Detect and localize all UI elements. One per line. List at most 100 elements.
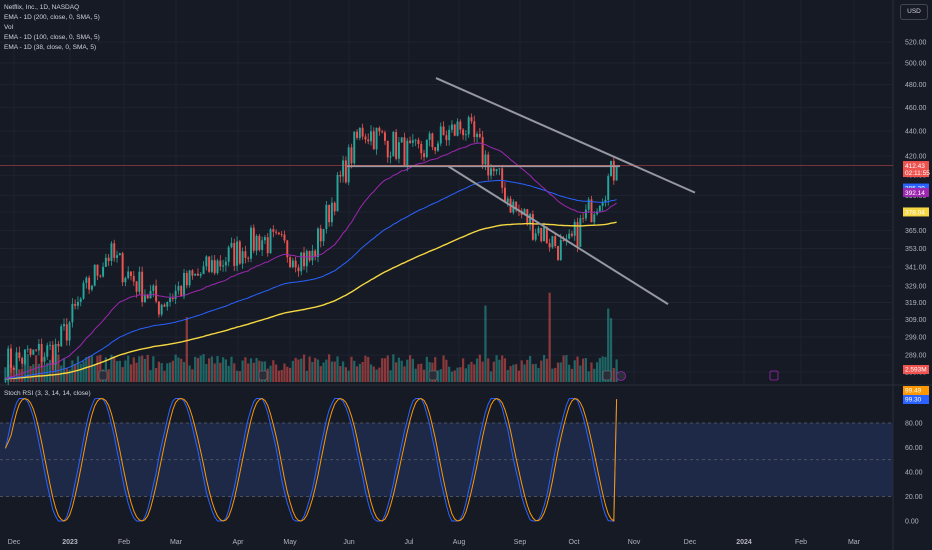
volume-bar [609,318,613,382]
candle-body [534,233,537,240]
candle-body [540,227,543,242]
candle-body [291,260,294,268]
legend-volume[interactable]: Vol [4,24,14,31]
volume-bar [76,356,80,382]
candle-body [344,160,347,183]
candle-body [261,240,264,250]
legend-ema200[interactable]: EMA - 1D (200, close, 0, SMA, 5) [4,14,100,21]
candle-body [515,201,518,210]
volume-bar [99,354,102,382]
volume-bar [542,355,546,382]
candle-body [557,246,559,260]
y-tick-label: 353.00 [905,246,927,253]
currency-button[interactable]: USD [900,4,928,20]
candle-body [425,139,428,158]
volume-bar [481,361,484,382]
legend-ema38[interactable]: EMA - 1D (38, close, 0, SMA, 5) [4,44,97,51]
candle-body [35,349,38,351]
candle-body [155,285,158,302]
legend-ema100[interactable]: EMA - 1D (100, close, 0, SMA, 5) [4,34,100,41]
future-earnings-icon [769,370,779,381]
candle-body [205,256,208,267]
candle-body [420,143,423,154]
candle-body [487,154,490,176]
volume-bar [350,356,353,382]
volume-bar [417,364,420,382]
candle-body [266,237,269,254]
candle-body [347,147,350,183]
candle-body [531,214,534,240]
upper-trendline [435,77,696,194]
volume-bar [389,370,392,382]
volume-bar [82,361,85,382]
volume-bar [40,357,43,382]
candle-body [183,272,185,297]
candle-body [283,234,286,241]
candle-body [604,199,607,202]
candle-body [414,139,417,141]
volume-bar [344,367,348,382]
earnings-icon [98,370,108,381]
candle-body [439,126,442,144]
volume-bar [559,362,562,382]
volume-bar [554,367,557,382]
candle-body [7,348,10,379]
stoch-tag [903,395,929,404]
candle-body [107,257,110,261]
candle-body [141,271,144,302]
volume-bar [322,362,325,382]
volume-bar [456,367,459,382]
volume-bar [227,365,230,382]
volume-bar [520,360,523,382]
candle-body [224,261,227,266]
candle-body [263,237,266,241]
candle-body [65,324,68,341]
candle-body [233,242,236,266]
candle-body [210,260,213,272]
volume-bar [467,364,470,382]
candle-body [386,140,389,158]
candle-body [199,274,202,276]
candle-body [615,165,618,181]
volume-bar [347,370,350,382]
candle-body [582,218,585,220]
volume-bar [565,355,568,382]
stoch-legend[interactable]: Stoch RSI (3, 3, 14, 14, close) [4,390,91,397]
volume-bar [121,367,124,382]
candle-body [462,129,465,136]
volume-bar [381,358,384,382]
y-tick-label: 329.00 [905,284,927,291]
volume-bar [252,362,255,382]
candle-body [289,257,292,268]
volume-bar [235,370,239,382]
volume-bar [392,354,395,382]
candle-body [392,132,395,157]
candle-body [548,243,551,248]
candle-body [562,240,565,241]
volume-bar [339,366,342,382]
x-tick-label: Jun [343,539,354,546]
volume-bar [221,357,225,382]
volume-bar [219,362,222,382]
candle-body [350,147,353,164]
volume-bar [595,362,599,382]
volume-bar [308,356,311,382]
candle-body [481,136,484,165]
earnings-icon [428,370,438,381]
candle-body [43,356,46,362]
volume-bar [314,357,317,382]
candles [4,113,618,386]
candle-body [194,273,197,276]
volume-bar [166,363,169,382]
candle-body [378,127,381,132]
candle-body [473,121,476,138]
candle-body [361,127,364,137]
y-tick-label: 480.00 [905,82,927,89]
volume-bar [23,360,27,382]
candle-body [26,348,29,350]
candle-body [286,240,289,258]
ema38-line [5,142,617,380]
legend-symbol[interactable]: Netflix, Inc., 1D, NASDAQ [4,4,80,11]
